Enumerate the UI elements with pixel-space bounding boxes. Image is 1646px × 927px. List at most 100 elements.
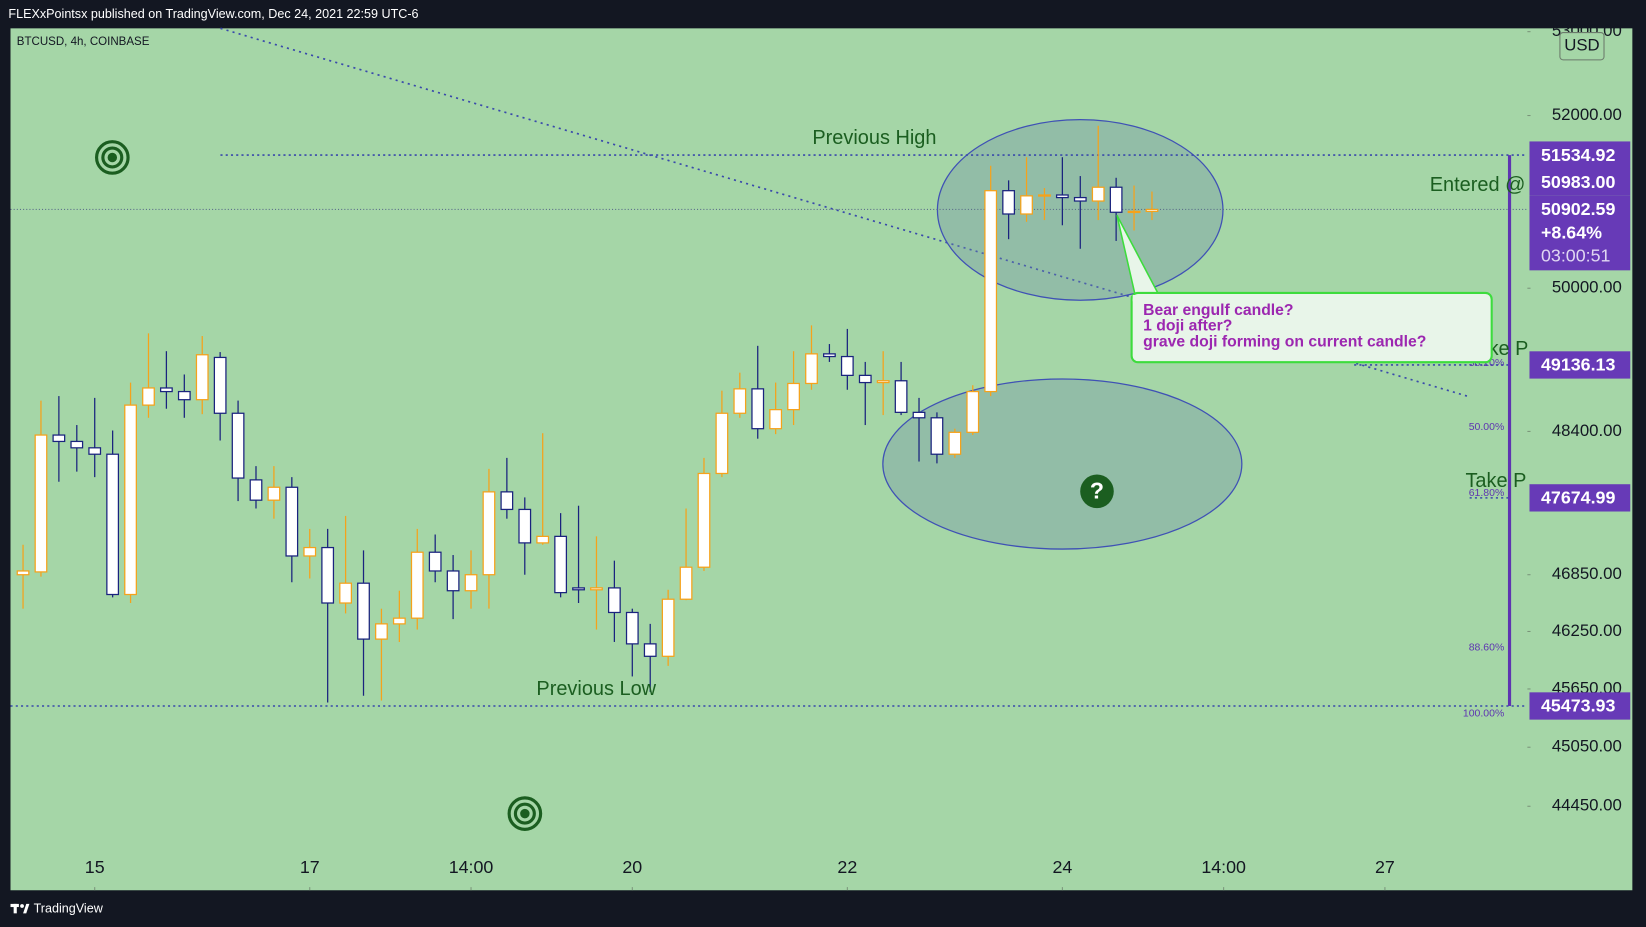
plot-background <box>10 28 1633 891</box>
candle-body <box>446 570 460 592</box>
candle-body <box>930 417 944 455</box>
fib-label: 38.20% <box>1469 358 1505 369</box>
y-tick-label: 52000.00 <box>1552 105 1622 124</box>
candle-body <box>124 404 137 596</box>
candle-body <box>34 434 48 573</box>
y-tick-label: 46250.00 <box>1552 621 1622 640</box>
y-tick-label: 48400.00 <box>1552 421 1622 440</box>
candle-body <box>1073 196 1087 202</box>
candle-body <box>267 486 281 501</box>
candle-body <box>733 388 747 414</box>
candle-body <box>213 356 227 414</box>
current-price-box <box>1529 195 1631 271</box>
candle-body <box>482 491 496 576</box>
candle-body <box>500 491 514 511</box>
candle-body <box>1038 194 1051 197</box>
price-label-box <box>1529 168 1631 196</box>
question-icon <box>1080 474 1114 509</box>
candle-body <box>88 447 102 455</box>
price-label: 50983.00 <box>1541 172 1615 192</box>
candle-body <box>661 598 675 657</box>
price-label: 45473.93 <box>1541 696 1615 716</box>
candle-body <box>948 431 962 455</box>
candle-body <box>159 387 173 393</box>
currency-label: USD <box>1564 36 1599 55</box>
candle-body <box>1020 195 1033 215</box>
x-tick-label: 20 <box>622 857 642 877</box>
currency-box[interactable] <box>1559 32 1605 61</box>
candles <box>16 125 1159 703</box>
x-tick-label: 17 <box>300 857 320 877</box>
previous-low-label: Previous Low <box>536 678 656 700</box>
candle-body <box>1109 186 1123 213</box>
price-label: 51534.92 <box>1541 145 1615 165</box>
callout-text: Bear engulf candle? <box>1143 302 1293 319</box>
candle-body <box>643 643 657 657</box>
candle-body <box>751 388 765 430</box>
callout-text: 1 doji after? <box>1143 318 1232 335</box>
x-tick-label: 24 <box>1052 857 1072 877</box>
candle-body <box>195 354 209 401</box>
candle-body <box>607 587 621 614</box>
publish-header: FLEXxPointsx published on TradingView.co… <box>8 7 418 21</box>
callout-box <box>1130 291 1493 364</box>
candle-body <box>518 508 532 544</box>
candle-body <box>249 479 263 501</box>
candle-body <box>679 566 693 600</box>
target-icon <box>507 796 543 831</box>
price-label-box <box>1529 351 1631 379</box>
candle-body <box>823 353 836 358</box>
candle-body <box>912 411 926 419</box>
candle-body <box>410 551 424 619</box>
candle-body <box>52 434 66 443</box>
candle-body <box>554 535 568 594</box>
x-tick-label: 22 <box>837 857 857 877</box>
footer-logo <box>10 903 30 914</box>
x-tick-label: 27 <box>1375 857 1395 877</box>
candle-body <box>70 440 84 449</box>
candle-body <box>177 390 191 401</box>
candle-body <box>303 546 317 557</box>
candle-body <box>285 486 299 557</box>
candle-body <box>392 617 406 625</box>
candle-body <box>769 409 783 430</box>
candle-body <box>375 623 388 640</box>
previous-high-label: Previous High <box>812 127 936 149</box>
entered-label: Entered @ <box>1430 174 1526 196</box>
candle-body <box>231 412 245 479</box>
drawing-texts: Previous High Previous Low Entered @ Tak… <box>536 127 1527 720</box>
fib-label: 61.80% <box>1469 488 1505 499</box>
candle-body <box>1002 190 1016 215</box>
take-profit-label: Take P <box>1465 470 1526 492</box>
candle-body <box>966 390 980 433</box>
symbol-title: BTCUSD, 4h, COINBASE <box>17 36 150 48</box>
candle-body <box>572 587 585 591</box>
price-label-box <box>1529 141 1631 169</box>
bar-countdown: 03:00:51 <box>1541 245 1610 265</box>
candle-body <box>787 382 800 411</box>
y-tick-label: 45050.00 <box>1552 737 1622 756</box>
question-mark: ? <box>1090 477 1104 503</box>
candle-body <box>984 190 998 393</box>
callout-joint <box>1132 295 1158 302</box>
candle-body <box>805 353 818 385</box>
price-label-box <box>1529 484 1631 512</box>
y-tick-label: 44450.00 <box>1552 796 1622 815</box>
candle-body <box>1127 210 1141 214</box>
candle-body <box>142 387 155 406</box>
y-tick-label: 46850.00 <box>1552 564 1622 583</box>
fib-label: 50.00% <box>1469 422 1505 433</box>
footer-brand: TradingView <box>34 901 104 915</box>
price-change: +8.64% <box>1541 222 1602 242</box>
candle-body <box>1091 186 1105 202</box>
candle-body <box>16 570 30 576</box>
price-label: 49136.13 <box>1541 355 1615 375</box>
price-label: 47674.99 <box>1541 488 1615 508</box>
fib-label: 100.00% <box>1463 709 1504 720</box>
price-label-box <box>1529 692 1631 720</box>
candle-body <box>840 355 854 377</box>
candle-body <box>321 546 335 604</box>
callout-text: grave doji forming on current candle? <box>1143 333 1426 350</box>
candle-body <box>625 611 639 645</box>
